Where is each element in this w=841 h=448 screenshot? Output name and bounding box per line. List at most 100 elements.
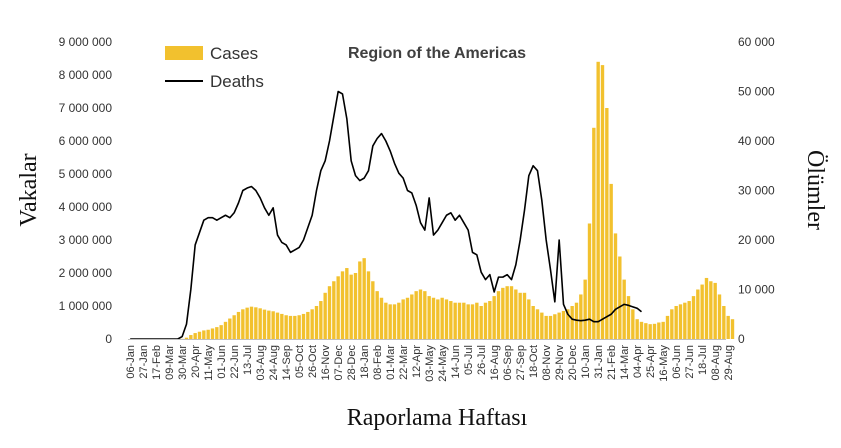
cases-bar [193, 333, 197, 339]
cases-bar [691, 296, 696, 339]
cases-bar [241, 309, 245, 339]
x-tick-label: 29-Nov [554, 345, 566, 381]
cases-bar [514, 289, 518, 339]
cases-bar [709, 281, 713, 339]
cases-bar [431, 297, 436, 339]
cases-bar [232, 315, 236, 339]
x-tick-label: 20-Apr [190, 345, 202, 378]
x-tick-label: 06-Jan [125, 345, 137, 379]
x-tick-label: 26-Oct [307, 345, 319, 378]
cases-bar [730, 319, 735, 339]
cases-bar [583, 279, 587, 339]
left-axis-title: Vakalar [16, 153, 42, 226]
cases-bar [544, 315, 548, 339]
cases-bar [587, 223, 592, 339]
cases-bar [401, 299, 405, 339]
cases-bar [548, 315, 553, 339]
cases-bar [366, 271, 371, 339]
cases-bar [566, 309, 570, 339]
cases-bar [518, 292, 522, 339]
cases-bar [652, 323, 657, 339]
x-tick-label: 08-Feb [372, 345, 384, 380]
cases-bar [665, 315, 670, 339]
right-y-tick-label: 60 000 [738, 35, 775, 49]
x-tick-label: 03-Aug [255, 345, 267, 380]
cases-bar [466, 304, 470, 339]
x-tick-label: 08-Nov [541, 345, 553, 381]
left-y-tick-label: 3 000 000 [59, 233, 113, 247]
cases-bar [345, 268, 349, 339]
cases-bar [288, 315, 293, 339]
x-tick-label: 18-Jan [359, 345, 371, 379]
cases-bar [258, 308, 262, 339]
cases-bar [375, 291, 379, 339]
cases-bar [618, 256, 622, 339]
cases-bar [410, 294, 414, 339]
cases-bar [275, 312, 280, 339]
cases-bar [726, 315, 730, 339]
cases-bar [635, 319, 639, 339]
x-tick-label: 27-Jan [138, 345, 150, 379]
cases-bar [284, 315, 288, 339]
cases-bar [622, 279, 626, 339]
cases-bar [440, 297, 444, 339]
x-tick-label: 14-Sep [281, 345, 293, 380]
x-tick-label: 16-Aug [489, 345, 501, 380]
cases-bar [717, 294, 722, 339]
x-tick-label: 05-Oct [294, 345, 306, 378]
cases-bar [197, 331, 202, 339]
cases-bar [561, 310, 566, 339]
right-axis-title: Ölümler [802, 150, 828, 230]
cases-bar [210, 328, 215, 339]
cases-bar [436, 299, 440, 339]
cases-bar [479, 306, 483, 339]
cases-bar [613, 233, 618, 339]
x-tick-label: 09-Mar [164, 345, 176, 380]
x-tick-label: 29-Aug [723, 345, 735, 380]
cases-bar [657, 322, 661, 339]
cases-bar [379, 297, 384, 339]
cases-bar [713, 282, 717, 339]
chart-title: Region of the Americas [348, 45, 526, 62]
x-tick-label: 12-Apr [411, 345, 423, 378]
x-tick-label: 18-Jul [697, 345, 709, 375]
x-tick-label: 28-Dec [346, 345, 358, 381]
cases-bar [579, 294, 583, 339]
cases-bar [223, 321, 228, 339]
cases-bar [353, 273, 358, 339]
cases-bar [522, 292, 527, 339]
cases-bars [180, 61, 735, 340]
cases-bar [392, 304, 397, 339]
cases-bar [683, 302, 687, 339]
x-tick-label: 04-Apr [632, 345, 644, 378]
legend-cases-swatch [165, 46, 203, 60]
x-tick-label: 11-May [203, 345, 215, 381]
x-tick-label: 22-Jun [229, 345, 241, 379]
cases-bar [475, 302, 479, 339]
left-y-tick-label: 1 000 000 [59, 299, 113, 313]
cases-bar [527, 299, 531, 339]
x-tick-label: 17-Feb [151, 345, 163, 380]
cases-bar [557, 312, 561, 339]
x-tick-label: 06-Sep [502, 345, 514, 380]
left-y-tick-label: 8 000 000 [59, 68, 113, 82]
x-tick-label: 22-Mar [398, 345, 410, 380]
cases-bar [388, 304, 392, 339]
cases-bar [670, 309, 674, 339]
cases-bar [531, 306, 535, 339]
cases-bar [678, 304, 683, 339]
x-axis: 06-Jan 27-Jan 17-Feb 09-Mar 30-Mar 20-Apr 11-M… [125, 345, 735, 382]
cases-bar [457, 302, 462, 339]
cases-bar [280, 313, 284, 339]
left-y-tick-label: 4 000 000 [59, 200, 113, 214]
right-y-tick-label: 10 000 [738, 283, 775, 297]
cases-bar [202, 330, 206, 339]
cases-bar [496, 291, 501, 339]
x-tick-label: 25-Apr [645, 345, 657, 378]
x-tick-label: 08-Aug [710, 345, 722, 380]
cases-bar [509, 286, 514, 339]
x-tick-label: 18-Oct [528, 345, 540, 378]
cases-bar [600, 65, 605, 339]
x-tick-label: 27-Jun [684, 345, 696, 379]
